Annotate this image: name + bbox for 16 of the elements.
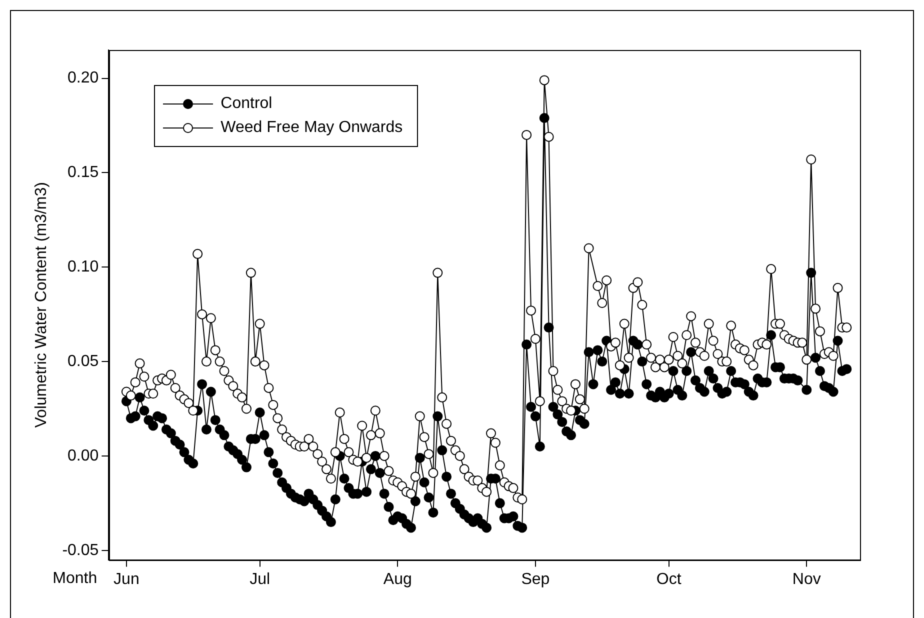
x-tick-label: Aug bbox=[383, 570, 412, 588]
x-axis-title: Month bbox=[52, 570, 98, 588]
y-tick-label: -0.05 bbox=[62, 542, 99, 559]
x-tick-label: Oct bbox=[656, 570, 682, 588]
x-tick-label: Nov bbox=[792, 570, 821, 588]
legend-label: Weed Free May Onwards bbox=[220, 119, 403, 137]
y-tick-label: 0.05 bbox=[68, 352, 99, 370]
y-tick-label: 0.15 bbox=[68, 164, 99, 182]
x-tick-label: Jun bbox=[114, 570, 140, 588]
y-tick-label: 0.10 bbox=[68, 258, 99, 276]
x-tick-label: Jul bbox=[250, 570, 270, 588]
legend-label: Control bbox=[220, 95, 272, 113]
y-tick-label: 0.00 bbox=[68, 447, 99, 464]
y-tick-label: 0.20 bbox=[68, 70, 99, 87]
y-axis-title: Volumetric Water Content (m3/m3) bbox=[33, 182, 50, 428]
x-tick-label: Sep bbox=[521, 570, 550, 588]
